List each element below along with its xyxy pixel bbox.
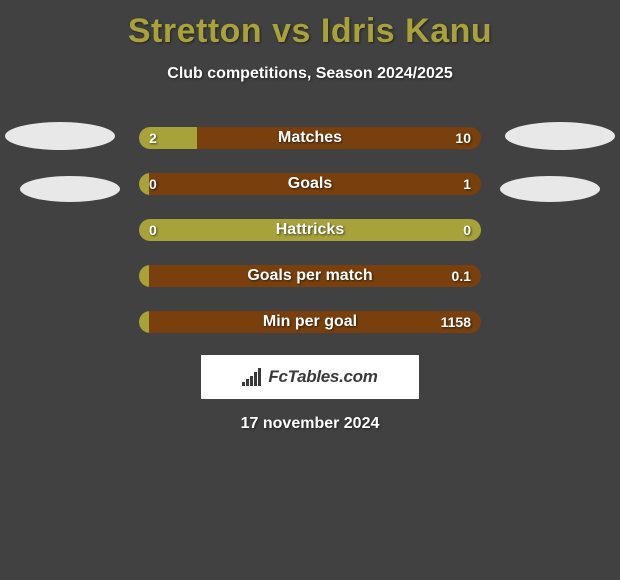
bar-value-right: 1158 <box>441 311 471 333</box>
bar-label: Hattricks <box>139 219 481 241</box>
placeholder-ellipse-top-left <box>5 122 115 150</box>
bar-label: Goals <box>139 173 481 195</box>
placeholder-ellipse-bottom-right <box>500 176 600 202</box>
bar-value-right: 1 <box>463 173 471 195</box>
stat-bars-container: 2 Matches 10 0 Goals 1 0 Hattricks 0 Goa… <box>0 127 620 333</box>
placeholder-ellipse-top-right <box>505 122 615 150</box>
brand-text: FcTables.com <box>268 367 377 387</box>
bar-label: Goals per match <box>139 265 481 287</box>
placeholder-ellipse-bottom-left <box>20 176 120 202</box>
bar-label: Min per goal <box>139 311 481 333</box>
stat-bar-matches: 2 Matches 10 <box>139 127 481 149</box>
bar-value-right: 0.1 <box>452 265 471 287</box>
brand-box: FcTables.com <box>201 355 419 399</box>
stat-bar-goals: 0 Goals 1 <box>139 173 481 195</box>
date-label: 17 november 2024 <box>0 415 620 433</box>
stat-bar-hattricks: 0 Hattricks 0 <box>139 219 481 241</box>
stat-bar-min-per-goal: Min per goal 1158 <box>139 311 481 333</box>
page-subtitle: Club competitions, Season 2024/2025 <box>0 65 620 83</box>
bar-label: Matches <box>139 127 481 149</box>
brand-chart-icon <box>242 368 262 386</box>
page-title: Stretton vs Idris Kanu <box>0 0 620 51</box>
bar-value-right: 0 <box>463 219 471 241</box>
bar-value-right: 10 <box>455 127 471 149</box>
stat-bar-goals-per-match: Goals per match 0.1 <box>139 265 481 287</box>
